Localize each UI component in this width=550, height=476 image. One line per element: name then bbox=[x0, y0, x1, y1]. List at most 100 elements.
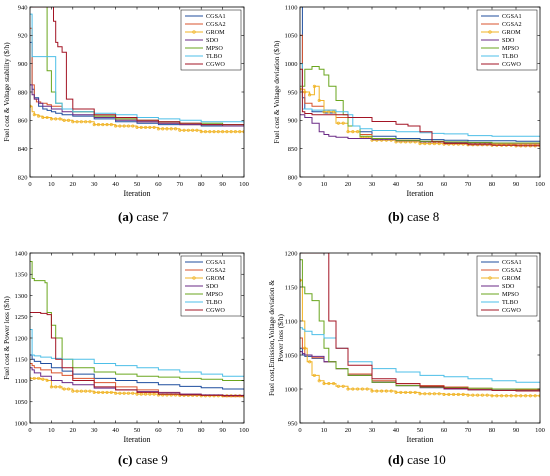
series-marker-grom bbox=[37, 376, 41, 380]
chart-panel-d: 0 10 20 30 40 50 60 70 80 90 100 950 1000 1050 1100 115… bbox=[267, 250, 545, 444]
series-marker-grom bbox=[75, 389, 79, 393]
series-marker-grom bbox=[92, 123, 96, 127]
legend-label-mpso: MPSO bbox=[502, 45, 519, 52]
series-marker-grom bbox=[360, 387, 364, 391]
series-marker-grom bbox=[199, 130, 203, 134]
chart-panel-c: 0 10 20 30 40 50 60 70 80 90 100 1000 1050 1100 1150 12… bbox=[2, 250, 249, 444]
legend-label-grom: GROM bbox=[502, 29, 521, 36]
series-marker-grom bbox=[495, 394, 499, 398]
series-marker-grom bbox=[514, 394, 518, 398]
series-marker-grom bbox=[399, 390, 403, 394]
legend-marker-grom bbox=[488, 30, 492, 34]
series-marker-grom bbox=[126, 124, 130, 128]
series-marker-grom bbox=[428, 392, 432, 396]
x-tick-label: 60 bbox=[441, 427, 448, 434]
series-line-tlbo bbox=[30, 329, 244, 378]
x-tick-label: 40 bbox=[393, 181, 400, 188]
series-marker-grom bbox=[308, 360, 312, 364]
series-marker-grom bbox=[62, 118, 66, 122]
series-marker-grom bbox=[58, 117, 62, 121]
series-marker-grom bbox=[476, 393, 480, 397]
caption-c-letter: (c) bbox=[118, 452, 133, 467]
series-line-mpso bbox=[300, 66, 540, 144]
series-marker-grom bbox=[317, 98, 321, 103]
series-marker-grom bbox=[528, 394, 532, 398]
x-tick-label: 30 bbox=[91, 427, 98, 434]
y-tick-label: 800 bbox=[288, 174, 298, 181]
series-marker-grom bbox=[66, 118, 71, 122]
series-marker-grom bbox=[233, 130, 237, 134]
x-tick-label: 40 bbox=[112, 427, 119, 434]
x-tick-label: 30 bbox=[91, 181, 98, 188]
y-axis-label: Fuel cost & Voltage deviation ($/h) bbox=[272, 40, 281, 143]
series-line-grom bbox=[300, 279, 540, 397]
legend-label-cgsa2: CGSA2 bbox=[206, 21, 226, 28]
series-group-d bbox=[300, 253, 540, 398]
y-tick-label: 1050 bbox=[285, 352, 298, 359]
legend-label-tlbo: TLBO bbox=[206, 53, 223, 60]
x-tick-label: 30 bbox=[369, 181, 376, 188]
x-tick-label: 20 bbox=[70, 427, 77, 434]
series-marker-grom bbox=[303, 90, 307, 94]
series-marker-grom bbox=[413, 390, 417, 394]
series-marker-grom bbox=[375, 389, 379, 393]
series-marker-grom bbox=[49, 385, 53, 389]
series-marker-grom bbox=[437, 392, 441, 396]
caption-d-text: case 10 bbox=[403, 452, 446, 467]
y-axis-label: Fuel cost,Emission,Voltage deviation & bbox=[267, 280, 276, 396]
y-tick-label: 860 bbox=[18, 118, 28, 125]
y-tick-label: 900 bbox=[18, 61, 28, 68]
caption-a: (a) case 7 bbox=[118, 209, 169, 225]
y-axis-label: Fuel cost & Voltage stability ($/h) bbox=[2, 42, 11, 142]
series-line-cgwo bbox=[300, 253, 540, 392]
series-marker-grom bbox=[312, 84, 316, 88]
x-tick-label: 40 bbox=[393, 427, 400, 434]
series-marker-grom bbox=[524, 394, 528, 398]
series-markers-grom bbox=[30, 104, 244, 134]
legend-label-cgwo: CGWO bbox=[502, 307, 521, 314]
legend-label-sdo: SDO bbox=[502, 37, 515, 44]
series-marker-grom bbox=[88, 389, 92, 393]
series-marker-grom bbox=[216, 130, 220, 134]
series-marker-grom bbox=[54, 117, 58, 121]
legend-label-grom: GROM bbox=[206, 29, 225, 36]
x-tick-label: 100 bbox=[535, 427, 545, 434]
series-marker-grom bbox=[62, 387, 66, 391]
series-marker-grom bbox=[173, 127, 178, 131]
x-axis-label: Iteration bbox=[406, 435, 433, 444]
series-marker-grom bbox=[186, 128, 190, 132]
series-marker-grom bbox=[45, 378, 49, 383]
y-tick-label: 820 bbox=[18, 174, 28, 181]
y-tick-label: 940 bbox=[18, 4, 28, 11]
series-marker-grom bbox=[356, 387, 360, 391]
legend-label-cgsa2: CGSA2 bbox=[206, 267, 226, 274]
series-marker-grom bbox=[66, 387, 71, 391]
series-marker-grom bbox=[37, 114, 41, 118]
x-axis-label: Iteration bbox=[406, 189, 433, 198]
series-marker-grom bbox=[456, 142, 460, 146]
legend-label-mpso: MPSO bbox=[502, 291, 519, 298]
series-marker-grom bbox=[156, 127, 160, 131]
series-marker-grom bbox=[466, 393, 470, 397]
series-marker-grom bbox=[351, 130, 355, 134]
series-marker-grom bbox=[109, 390, 113, 394]
x-tick-label: 50 bbox=[417, 427, 424, 434]
series-marker-grom bbox=[161, 127, 165, 131]
y-axis-label: Fuel cost & Power loss ($/h) bbox=[2, 296, 11, 380]
series-marker-grom bbox=[105, 390, 109, 394]
series-marker-grom bbox=[109, 123, 113, 127]
series-marker-grom bbox=[71, 389, 75, 393]
series-marker-grom bbox=[92, 390, 96, 394]
series-marker-grom bbox=[351, 387, 355, 391]
series-line-cgwo bbox=[30, 7, 244, 126]
series-marker-grom bbox=[370, 389, 374, 393]
y-tick-label: 950 bbox=[288, 420, 298, 427]
series-marker-grom bbox=[114, 391, 118, 395]
series-markers-grom bbox=[300, 84, 540, 148]
series-marker-grom bbox=[96, 123, 101, 127]
x-tick-label: 0 bbox=[28, 181, 31, 188]
series-marker-grom bbox=[341, 121, 345, 125]
series-marker-grom bbox=[229, 130, 233, 134]
